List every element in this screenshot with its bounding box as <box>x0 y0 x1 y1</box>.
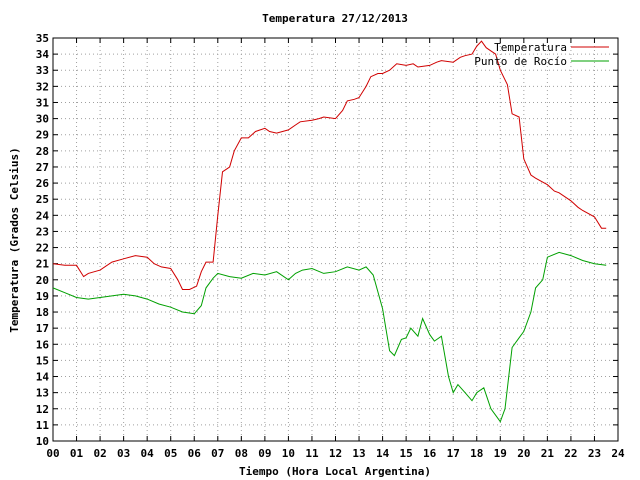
x-tick-label: 20 <box>517 447 530 460</box>
x-tick-label: 11 <box>305 447 319 460</box>
x-tick-label: 18 <box>470 447 483 460</box>
y-tick-label: 29 <box>36 129 49 142</box>
y-tick-label: 10 <box>36 435 49 448</box>
y-tick-label: 15 <box>36 354 49 367</box>
y-tick-label: 19 <box>36 290 49 303</box>
y-tick-label: 28 <box>36 145 49 158</box>
y-tick-label: 12 <box>36 403 49 416</box>
x-tick-label: 17 <box>447 447 460 460</box>
x-tick-label: 02 <box>93 447 106 460</box>
y-tick-label: 22 <box>36 242 49 255</box>
chart-title: Temperatura 27/12/2013 <box>262 12 408 25</box>
series-layer <box>52 40 607 423</box>
x-tick-label: 10 <box>282 447 295 460</box>
x-tick-label: 14 <box>376 447 390 460</box>
y-tick-label: 21 <box>36 258 50 271</box>
x-tick-label: 01 <box>70 447 84 460</box>
series-line-punto-de-rocio <box>52 251 607 423</box>
x-tick-label: 21 <box>541 447 555 460</box>
x-tick-label: 12 <box>329 447 342 460</box>
legend-label-punto-de-rocio: Punto de Rocío <box>474 55 567 68</box>
tick-layer <box>52 37 619 442</box>
y-tick-label: 26 <box>36 177 50 190</box>
y-tick-label: 20 <box>36 274 49 287</box>
y-tick-label: 32 <box>36 80 49 93</box>
tick-label-layer: 00 01 02 03 04 05 06 07 08 09 10 11 12 13 14 15 16 17 18 19… <box>36 32 625 460</box>
legend: Temperatura Punto de Rocío <box>474 41 609 68</box>
x-tick-label: 23 <box>588 447 601 460</box>
y-tick-label: 31 <box>36 96 50 109</box>
x-tick-label: 08 <box>235 447 248 460</box>
y-tick-label: 17 <box>36 322 49 335</box>
x-axis-label: Tiempo (Hora Local Argentina) <box>239 465 431 478</box>
x-tick-label: 19 <box>494 447 507 460</box>
y-tick-label: 33 <box>36 64 49 77</box>
y-tick-label: 11 <box>36 419 50 432</box>
series-line-temperatura <box>52 40 607 290</box>
y-tick-label: 35 <box>36 32 49 45</box>
y-tick-label: 14 <box>36 371 50 384</box>
y-tick-label: 16 <box>36 338 50 351</box>
x-tick-label: 06 <box>188 447 202 460</box>
x-tick-label: 07 <box>211 447 224 460</box>
x-tick-label: 16 <box>423 447 437 460</box>
y-tick-label: 13 <box>36 387 49 400</box>
x-tick-label: 03 <box>117 447 130 460</box>
x-tick-label: 24 <box>611 447 625 460</box>
grid-layer <box>53 38 618 441</box>
y-tick-label: 34 <box>36 48 50 61</box>
x-tick-label: 05 <box>164 447 177 460</box>
y-tick-label: 18 <box>36 306 49 319</box>
y-axis-label: Temperatura (Grados Celsius) <box>8 147 21 332</box>
x-tick-label: 13 <box>352 447 365 460</box>
x-tick-label: 00 <box>46 447 59 460</box>
x-tick-label: 04 <box>141 447 155 460</box>
y-tick-label: 23 <box>36 225 49 238</box>
y-tick-label: 25 <box>36 193 49 206</box>
x-tick-label: 15 <box>400 447 413 460</box>
x-tick-label: 09 <box>258 447 271 460</box>
y-tick-label: 30 <box>36 113 49 126</box>
y-tick-label: 27 <box>36 161 49 174</box>
y-tick-label: 24 <box>36 209 50 222</box>
legend-label-temperatura: Temperatura <box>494 41 567 54</box>
x-tick-label: 22 <box>564 447 577 460</box>
